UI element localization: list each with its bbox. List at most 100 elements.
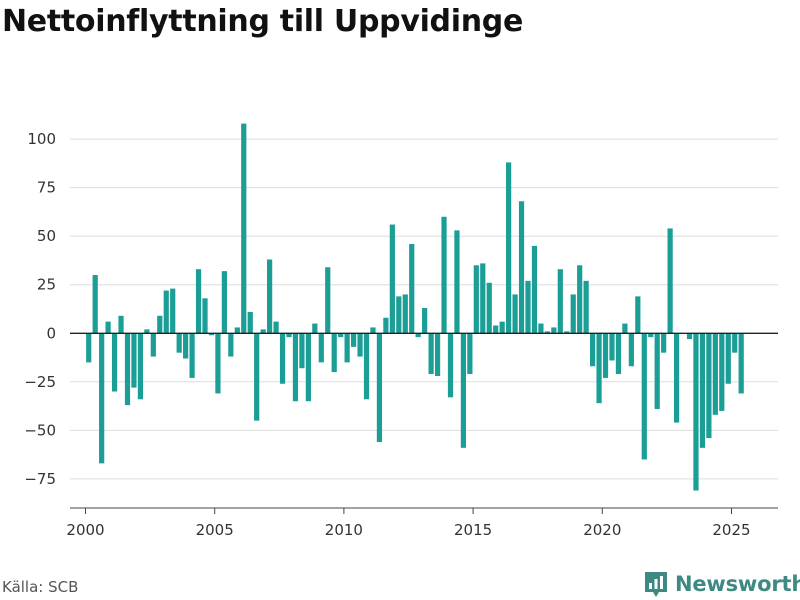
bar [564, 331, 570, 334]
bar [389, 224, 395, 334]
bar [725, 333, 731, 384]
source-note: Källa: SCB [2, 578, 79, 596]
y-tick-label: 25 [37, 276, 56, 294]
bar [170, 288, 176, 334]
bar [260, 329, 266, 334]
x-tick-label: 2025 [712, 521, 750, 539]
bar [99, 333, 105, 464]
bar [221, 271, 227, 334]
x-tick-label: 2010 [325, 521, 363, 539]
bar [602, 333, 609, 378]
y-tick-label: 50 [37, 227, 56, 245]
bar [686, 333, 693, 340]
y-tick-label: −25 [24, 373, 56, 391]
axes: 100 75 50 25 0 −25 −50 −75 2000 2005 2010 2015 2020 2… [24, 130, 778, 539]
bar [350, 333, 357, 347]
bar [357, 333, 363, 357]
newsworthy-logo[interactable]: Newsworthy [643, 570, 800, 598]
bar [396, 296, 402, 334]
bar [493, 325, 499, 334]
bar [338, 333, 344, 338]
bar [409, 243, 415, 334]
bar [131, 333, 137, 388]
bar [590, 333, 596, 367]
brand-name: Newsworthy [675, 572, 800, 596]
x-tick-label: 2015 [454, 521, 492, 539]
bar [292, 333, 299, 402]
bar [215, 333, 221, 394]
bar [454, 230, 460, 334]
bar [254, 333, 260, 421]
bar [92, 275, 98, 334]
bar [732, 333, 738, 353]
x-tick-label: 2005 [196, 521, 234, 539]
bar [557, 269, 563, 334]
bar [531, 245, 538, 334]
bar [473, 265, 479, 334]
bar [615, 333, 622, 375]
bar [208, 333, 215, 336]
bar [267, 259, 273, 334]
bar [570, 294, 576, 334]
bar [318, 333, 324, 363]
bar [86, 333, 92, 363]
bar [699, 333, 706, 448]
bar [648, 333, 654, 338]
bar [518, 201, 525, 334]
bar [415, 333, 421, 338]
bar [286, 333, 292, 338]
bar [299, 333, 305, 369]
bar [118, 315, 124, 334]
bar [428, 333, 434, 375]
bar [654, 333, 660, 409]
bar [402, 294, 408, 334]
y-tick-label: −50 [24, 421, 56, 439]
bar [577, 265, 583, 334]
bar [635, 296, 641, 334]
bar [738, 333, 744, 394]
bar [460, 333, 467, 448]
bar [234, 327, 240, 334]
bar [241, 123, 247, 334]
bar [183, 333, 189, 359]
bar [363, 333, 370, 400]
bar [719, 333, 725, 411]
bar [525, 280, 531, 334]
bar [279, 333, 286, 384]
y-tick-label: 0 [46, 324, 56, 342]
bar [144, 329, 150, 334]
bar [176, 333, 182, 353]
bar [124, 333, 131, 406]
bar [661, 333, 667, 353]
chart-title: Nettoinflyttning till Uppvidinge [2, 4, 523, 39]
bar [344, 333, 350, 363]
bar [331, 333, 337, 373]
bar [163, 290, 169, 334]
bars [86, 123, 744, 491]
bar [641, 333, 647, 460]
bar [512, 294, 518, 334]
bar [228, 333, 234, 357]
bar [506, 162, 512, 334]
bar [693, 333, 699, 491]
bar [105, 321, 111, 334]
bar [486, 282, 492, 334]
x-tick-label: 2000 [66, 521, 104, 539]
bar [499, 321, 505, 334]
bar [376, 333, 383, 442]
bar [189, 333, 195, 378]
bar [583, 280, 589, 334]
bar [422, 308, 428, 334]
gridlines [70, 138, 778, 480]
bar [673, 333, 680, 423]
bar [247, 311, 253, 334]
bar [622, 323, 628, 334]
y-tick-label: −75 [24, 470, 56, 488]
bar [628, 333, 634, 367]
bar [551, 327, 557, 334]
bar [609, 333, 615, 361]
bar [712, 333, 718, 415]
bar [137, 333, 144, 400]
bar [111, 333, 118, 392]
